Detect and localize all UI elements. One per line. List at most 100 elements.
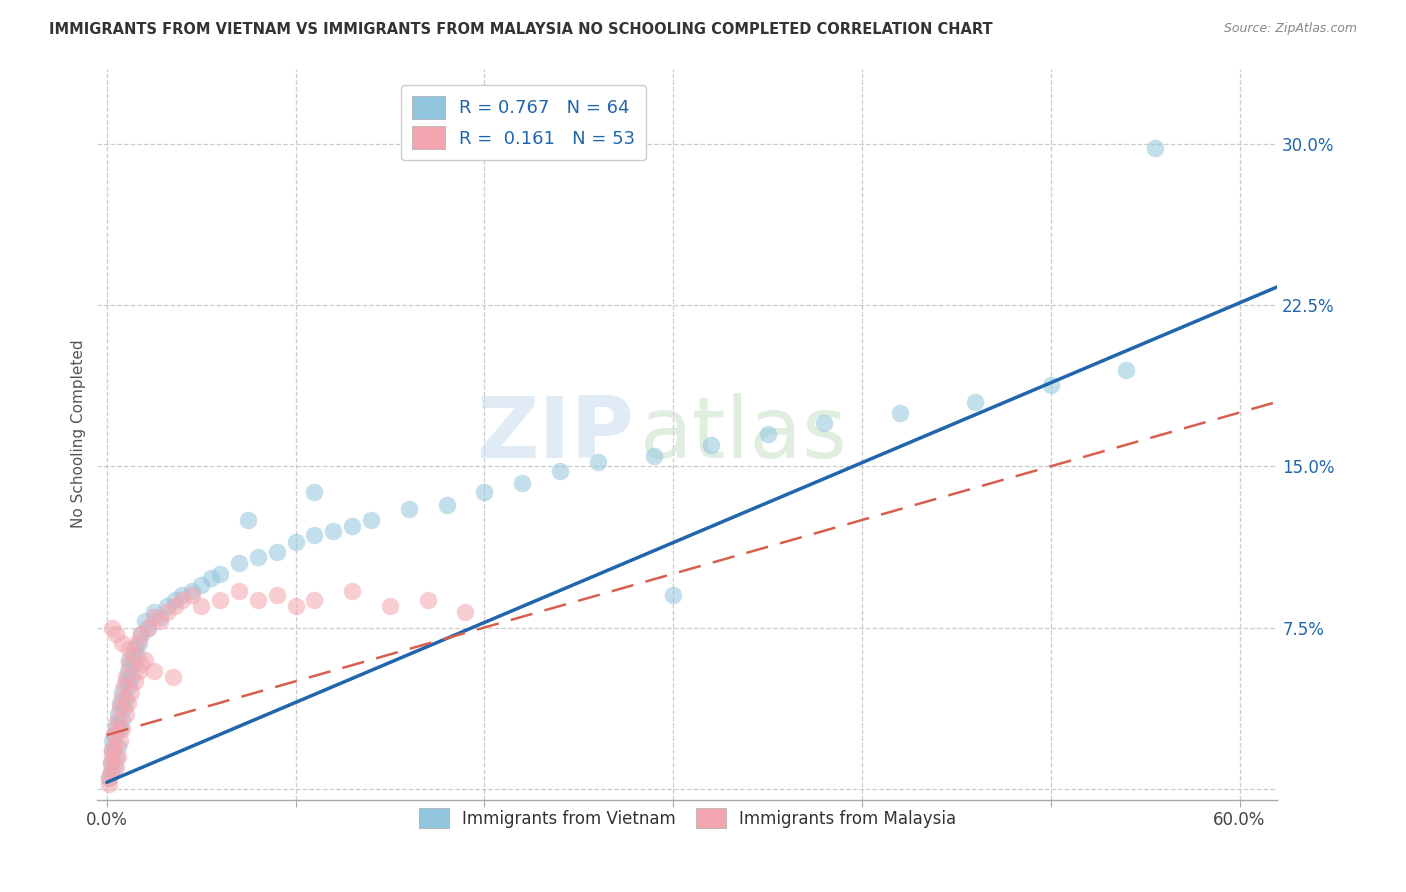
Point [105, 722, 128, 736]
Point [510, 476, 533, 491]
Point [128, 664, 150, 678]
Point [378, 599, 401, 613]
Point [284, 534, 307, 549]
Point [190, 599, 212, 613]
Point [246, 592, 269, 607]
Point [97, 771, 120, 785]
Point [180, 584, 202, 599]
Text: atlas: atlas [640, 392, 848, 475]
Point [124, 674, 146, 689]
Point [118, 653, 141, 667]
Point [136, 621, 159, 635]
Point [114, 674, 136, 689]
Point [284, 599, 307, 613]
Point [107, 749, 129, 764]
Point [107, 706, 129, 721]
Point [107, 713, 129, 727]
Point [129, 657, 152, 671]
Point [105, 760, 128, 774]
Point [100, 764, 122, 779]
Point [105, 717, 128, 731]
Point [209, 566, 232, 581]
Point [129, 627, 152, 641]
Point [162, 670, 184, 684]
Point [120, 685, 142, 699]
Point [101, 743, 124, 757]
Point [107, 739, 129, 753]
Point [114, 691, 136, 706]
Point [100, 764, 122, 779]
Point [105, 627, 128, 641]
Point [101, 734, 124, 748]
Point [136, 621, 159, 635]
Point [454, 606, 477, 620]
Point [103, 728, 125, 742]
Point [108, 722, 131, 736]
Point [103, 760, 125, 774]
Point [756, 427, 779, 442]
Point [100, 756, 122, 770]
Legend: Immigrants from Vietnam, Immigrants from Malaysia: Immigrants from Vietnam, Immigrants from… [412, 801, 963, 835]
Point [163, 599, 186, 613]
Point [360, 513, 382, 527]
Point [143, 606, 166, 620]
Point [112, 679, 135, 693]
Point [112, 700, 135, 714]
Point [304, 592, 326, 607]
Point [117, 664, 139, 678]
Point [662, 588, 685, 602]
Point [120, 670, 142, 684]
Point [172, 592, 194, 607]
Point [101, 743, 124, 757]
Text: ZIP: ZIP [477, 392, 634, 475]
Point [111, 691, 134, 706]
Point [304, 485, 326, 500]
Point [322, 524, 344, 538]
Point [128, 635, 150, 649]
Point [122, 648, 145, 663]
Point [149, 614, 172, 628]
Point [129, 627, 152, 641]
Point [134, 614, 156, 628]
Point [103, 728, 125, 742]
Point [1143, 141, 1166, 155]
Point [118, 657, 141, 671]
Point [114, 670, 136, 684]
Point [342, 584, 364, 599]
Point [416, 592, 439, 607]
Point [190, 577, 212, 591]
Point [134, 653, 156, 667]
Point [586, 455, 609, 469]
Point [228, 556, 250, 570]
Point [172, 588, 194, 602]
Point [965, 394, 987, 409]
Point [114, 706, 136, 721]
Point [342, 519, 364, 533]
Point [700, 438, 723, 452]
Point [228, 584, 250, 599]
Point [122, 657, 145, 671]
Point [266, 545, 288, 559]
Point [643, 449, 665, 463]
Point [209, 592, 232, 607]
Point [108, 696, 131, 710]
Point [200, 571, 222, 585]
Point [398, 502, 420, 516]
Point [111, 635, 134, 649]
Point [1115, 362, 1137, 376]
Point [103, 739, 125, 753]
Y-axis label: No Schooling Completed: No Schooling Completed [72, 340, 86, 528]
Point [117, 696, 139, 710]
Point [266, 588, 288, 602]
Point [125, 648, 148, 663]
Point [156, 606, 179, 620]
Point [111, 722, 134, 736]
Point [101, 621, 124, 635]
Point [101, 749, 124, 764]
Point [143, 664, 166, 678]
Point [100, 756, 122, 770]
Point [180, 588, 202, 602]
Point [304, 528, 326, 542]
Point [143, 609, 166, 624]
Point [149, 609, 172, 624]
